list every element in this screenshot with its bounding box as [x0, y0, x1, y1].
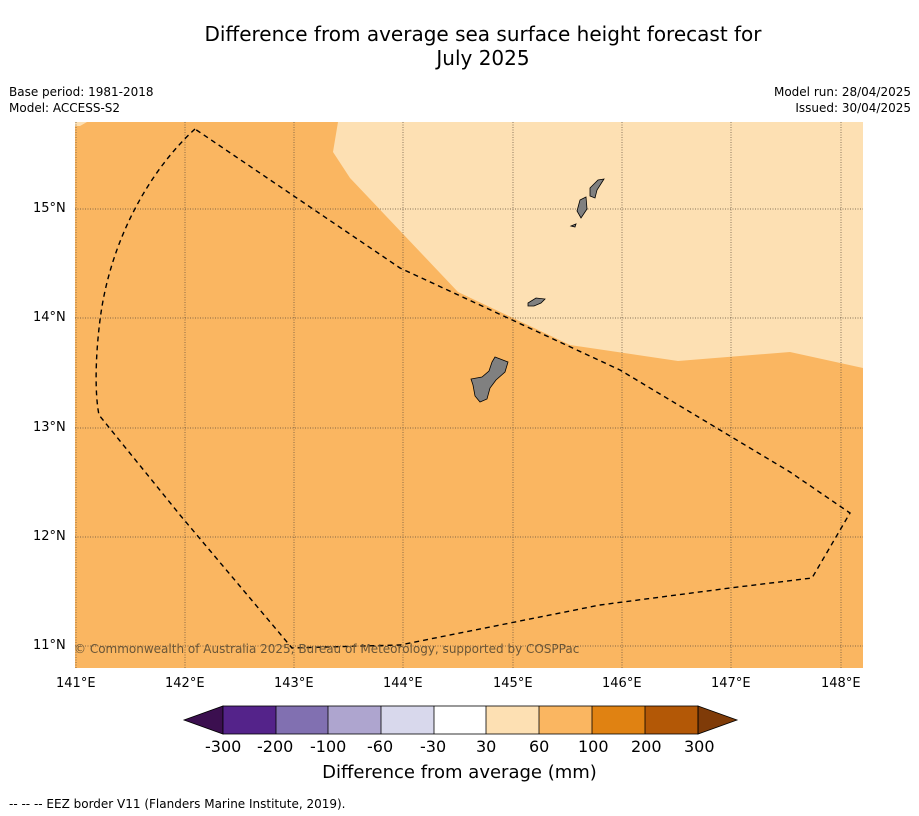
colorbar-bin-6 — [486, 706, 539, 734]
anomaly-region-60-100 — [333, 122, 863, 368]
island-saipan — [589, 178, 605, 199]
island-aguijan — [569, 223, 577, 228]
colorbar-extend-low — [182, 705, 224, 735]
colorbar — [182, 705, 739, 735]
colorbar-tick: -60 — [367, 737, 394, 756]
colorbar-tick: 300 — [684, 737, 715, 756]
lat-label-14n: 14°N — [33, 310, 66, 325]
island-guam — [470, 356, 509, 403]
graticule — [75, 122, 863, 668]
meta-right: Model run: 28/04/2025 Issued: 30/04/2025 — [774, 84, 911, 116]
title-line-2: July 2025 — [436, 46, 530, 70]
lon-label-142e: 142°E — [165, 676, 205, 691]
colorbar-tick: 200 — [631, 737, 662, 756]
colorbar-title: Difference from average (mm) — [322, 762, 597, 783]
colorbar-tick: -200 — [257, 737, 294, 756]
lon-label-144e: 144°E — [383, 676, 423, 691]
island-rota — [527, 297, 546, 307]
colorbar-bin-5 — [434, 706, 486, 734]
map-title: Difference from average sea surface heig… — [0, 22, 919, 70]
colorbar-dividers — [275, 706, 646, 734]
colorbar-tick: -100 — [310, 737, 347, 756]
model-run: Model run: 28/04/2025 — [773, 85, 911, 99]
lon-label-143e: 143°E — [274, 676, 314, 691]
colorbar-tick: -30 — [420, 737, 447, 756]
island-tinian — [576, 196, 588, 219]
model-name: Model: ACCESS-S2 — [9, 101, 121, 115]
eez-border — [95, 128, 851, 649]
colorbar-bin-8 — [592, 706, 645, 734]
lon-label-147e: 147°E — [711, 676, 751, 691]
colorbar-tick: 30 — [476, 737, 497, 756]
colorbar-tick: -300 — [205, 737, 242, 756]
colorbar-tick: 60 — [529, 737, 550, 756]
colorbar-bin-9 — [645, 706, 698, 734]
eez-legend-note: -- -- -- EEZ border V11 (Flanders Marine… — [9, 797, 346, 811]
colorbar-tick: 100 — [578, 737, 609, 756]
lon-label-146e: 146°E — [602, 676, 642, 691]
lon-label-148e: 148°E — [821, 676, 861, 691]
lat-label-13n: 13°N — [33, 420, 66, 435]
lat-label-12n: 12°N — [33, 529, 66, 544]
colorbar-extend-high — [697, 705, 739, 735]
lat-label-11n: 11°N — [33, 638, 66, 653]
lon-label-141e: 141°E — [56, 676, 96, 691]
lat-label-15n: 15°N — [33, 201, 66, 216]
copyright-credit: © Commonwealth of Australia 2025, Bureau… — [74, 642, 580, 656]
colorbar-bin-2 — [276, 706, 328, 734]
colorbar-outline — [222, 705, 699, 735]
base-period: Base period: 1981-2018 — [9, 85, 154, 99]
colorbar-bin-7 — [539, 706, 592, 734]
lon-label-145e: 145°E — [493, 676, 533, 691]
anomaly-patch-corner — [75, 122, 87, 126]
colorbar-bin-3 — [328, 706, 381, 734]
colorbar-bin-4 — [381, 706, 434, 734]
colorbar-bin-1 — [223, 706, 276, 734]
issued-date: Issued: 30/04/2025 — [795, 101, 911, 115]
title-line-1: Difference from average sea surface heig… — [204, 22, 762, 46]
islands — [470, 178, 605, 403]
meta-left: Base period: 1981-2018 Model: ACCESS-S2 — [9, 84, 154, 116]
